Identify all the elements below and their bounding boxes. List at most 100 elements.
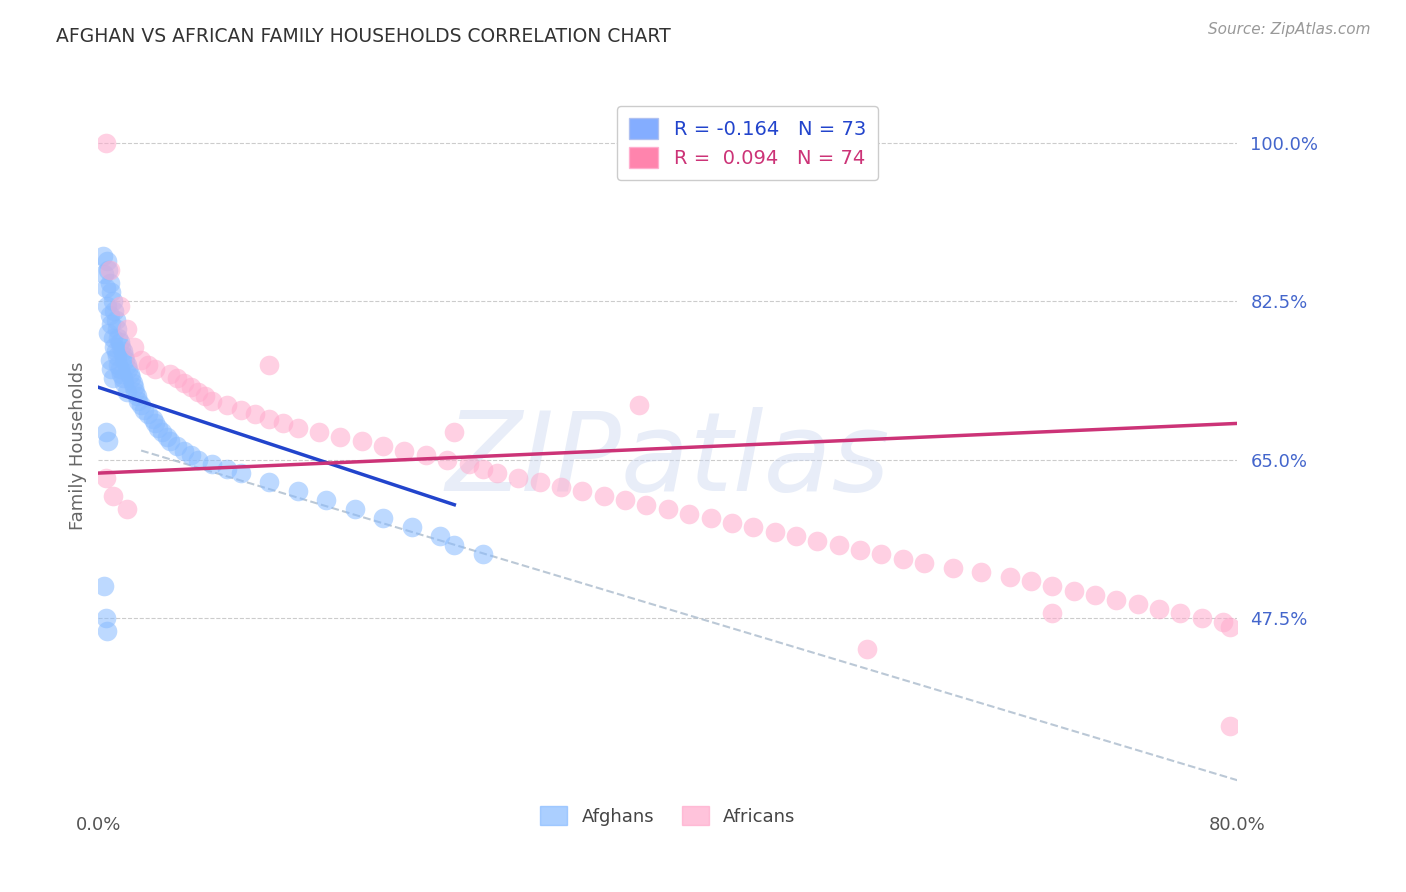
Point <box>94 281 117 295</box>
Point <box>110 340 132 354</box>
Point <box>96 299 118 313</box>
Point <box>173 443 195 458</box>
Y-axis label: Family Households: Family Households <box>69 362 87 530</box>
Point <box>998 570 1021 584</box>
Point <box>156 430 179 444</box>
Point <box>471 548 494 562</box>
Point <box>166 439 188 453</box>
Point <box>970 566 993 580</box>
Point <box>104 312 127 326</box>
Point <box>93 579 115 593</box>
Point <box>1019 574 1042 589</box>
Point <box>763 524 786 539</box>
Point <box>457 457 479 471</box>
Point <box>315 493 337 508</box>
Point <box>108 335 131 350</box>
Point <box>308 425 330 440</box>
Legend: Afghans, Africans: Afghans, Africans <box>533 799 803 833</box>
Point <box>94 470 117 484</box>
Point <box>329 430 352 444</box>
Point <box>373 511 395 525</box>
Point <box>529 475 551 490</box>
Point <box>870 548 893 562</box>
Point <box>828 538 851 552</box>
Point <box>215 398 238 412</box>
Point <box>101 489 124 503</box>
Point <box>96 624 118 639</box>
Point <box>287 421 309 435</box>
Point <box>742 520 765 534</box>
Point <box>394 443 416 458</box>
Point <box>145 417 167 431</box>
Point <box>287 484 309 499</box>
Point <box>471 461 494 475</box>
Point <box>136 358 159 372</box>
Point <box>121 376 143 390</box>
Text: Source: ZipAtlas.com: Source: ZipAtlas.com <box>1208 22 1371 37</box>
Point <box>1147 601 1170 615</box>
Point <box>173 376 195 390</box>
Point <box>98 277 121 291</box>
Point <box>429 529 451 543</box>
Point <box>806 533 828 548</box>
Point <box>91 249 114 263</box>
Point <box>856 642 879 657</box>
Point <box>145 362 167 376</box>
Point <box>97 263 120 277</box>
Point <box>187 384 209 399</box>
Point <box>614 493 637 508</box>
Point <box>401 520 423 534</box>
Point <box>112 376 135 390</box>
Point <box>112 349 135 363</box>
Point <box>108 362 131 376</box>
Point <box>100 285 122 300</box>
Point <box>443 538 465 552</box>
Point <box>117 362 139 376</box>
Point <box>93 268 115 282</box>
Point <box>1219 719 1241 733</box>
Point <box>229 402 252 417</box>
Point <box>678 507 700 521</box>
Point <box>1040 579 1063 593</box>
Point <box>1126 597 1149 611</box>
Point <box>107 330 129 344</box>
Point <box>110 367 132 381</box>
Point <box>243 408 266 422</box>
Point <box>115 384 138 399</box>
Point <box>136 408 159 422</box>
Point <box>103 340 125 354</box>
Point <box>721 516 744 530</box>
Point <box>1063 583 1085 598</box>
Point <box>785 529 807 543</box>
Point <box>571 484 593 499</box>
Point <box>166 371 188 385</box>
Point <box>141 412 163 426</box>
Point <box>259 412 281 426</box>
Text: ZIPatlas: ZIPatlas <box>446 407 890 514</box>
Point <box>891 552 914 566</box>
Point <box>129 398 152 412</box>
Point <box>373 439 395 453</box>
Point <box>114 353 136 368</box>
Point <box>94 425 117 440</box>
Point <box>159 434 181 449</box>
Point <box>443 425 465 440</box>
Point <box>98 353 121 368</box>
Point <box>108 299 131 313</box>
Point <box>101 294 124 309</box>
Point <box>1040 606 1063 620</box>
Point <box>107 358 129 372</box>
Point <box>94 136 117 151</box>
Point <box>124 384 146 399</box>
Point <box>1084 588 1107 602</box>
Point <box>127 393 149 408</box>
Point <box>180 380 202 394</box>
Point <box>111 371 134 385</box>
Point <box>486 466 509 480</box>
Point <box>657 502 679 516</box>
Point <box>1219 620 1241 634</box>
Point <box>98 263 121 277</box>
Point <box>125 389 148 403</box>
Point <box>1105 592 1128 607</box>
Point <box>912 557 935 571</box>
